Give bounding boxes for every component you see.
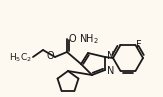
Text: N: N bbox=[107, 66, 114, 76]
Text: F: F bbox=[136, 40, 142, 50]
Text: N: N bbox=[107, 51, 114, 61]
Text: O: O bbox=[46, 51, 54, 61]
Text: O: O bbox=[69, 34, 77, 44]
Text: NH$_2$: NH$_2$ bbox=[79, 32, 99, 46]
Text: H$_5$C$_2$: H$_5$C$_2$ bbox=[9, 52, 32, 64]
